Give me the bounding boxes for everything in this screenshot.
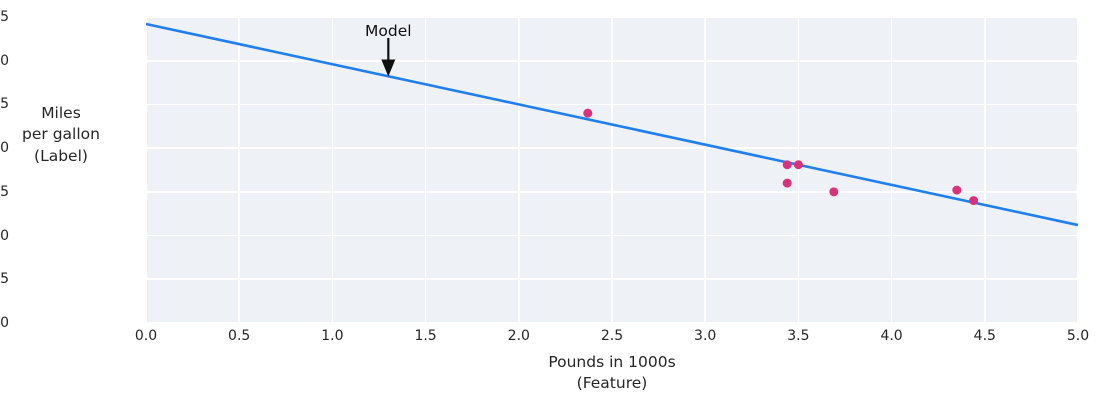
scatter-point [793, 160, 803, 170]
y-axis-tick-label: 30 [0, 52, 9, 69]
model-line-group [145, 22, 1079, 227]
model-annotation-label: Model [365, 22, 412, 41]
y-axis-label: Miles per gallon (Label) [22, 104, 100, 165]
gridline-vertical [1077, 17, 1079, 323]
gridline-vertical [984, 17, 986, 323]
gridline-vertical [890, 17, 893, 323]
model-line [145, 22, 1079, 227]
y-axis-tick-label: 10 [0, 227, 9, 244]
scatter-point [969, 196, 979, 206]
data-layer [145, 22, 1079, 227]
scatter-point [829, 187, 839, 197]
x-axis-tick-label: 4.5 [973, 328, 996, 344]
x-axis-tick-label: 5.0 [1066, 328, 1090, 344]
gridline-vertical [797, 17, 800, 323]
scatter-point [782, 178, 792, 188]
y-axis-tick-label: 5 [0, 271, 9, 288]
scatter-point [952, 185, 962, 195]
x-axis-tick-label: 2.0 [507, 328, 530, 344]
scatter-point [583, 108, 593, 118]
x-axis-tick-label: 1.5 [414, 328, 437, 344]
gridline-vertical [145, 17, 147, 323]
y-axis-tick-label: 0 [0, 315, 9, 331]
gridline-vertical [611, 17, 613, 323]
plot-area [145, 16, 1079, 324]
x-axis-tick-label: 1.0 [321, 328, 344, 344]
x-axis-label: Pounds in 1000s (Feature) [548, 353, 676, 393]
y-axis-tick-label: 35 [0, 9, 9, 25]
gridline-vertical [331, 17, 334, 323]
x-axis-tick-label: 3.0 [694, 328, 717, 344]
x-axis-tick-label: 2.5 [600, 328, 624, 344]
gridline-vertical [238, 17, 240, 323]
x-axis-tick-label: 3.5 [787, 328, 810, 344]
scatter-point [782, 160, 792, 170]
x-axis-tick-label: 0.5 [228, 328, 251, 344]
y-axis-tick-label: 15 [0, 183, 9, 200]
y-axis-tick-label: 25 [0, 96, 9, 113]
gridline-vertical [704, 17, 706, 323]
gridline-vertical [518, 17, 520, 323]
gridline-vertical [424, 17, 427, 323]
x-axis-tick-label: 4.0 [880, 328, 903, 344]
y-axis-tick-label: 20 [0, 140, 9, 157]
scatter-points-group [583, 108, 979, 206]
x-axis-tick-label: 0.0 [134, 328, 158, 344]
